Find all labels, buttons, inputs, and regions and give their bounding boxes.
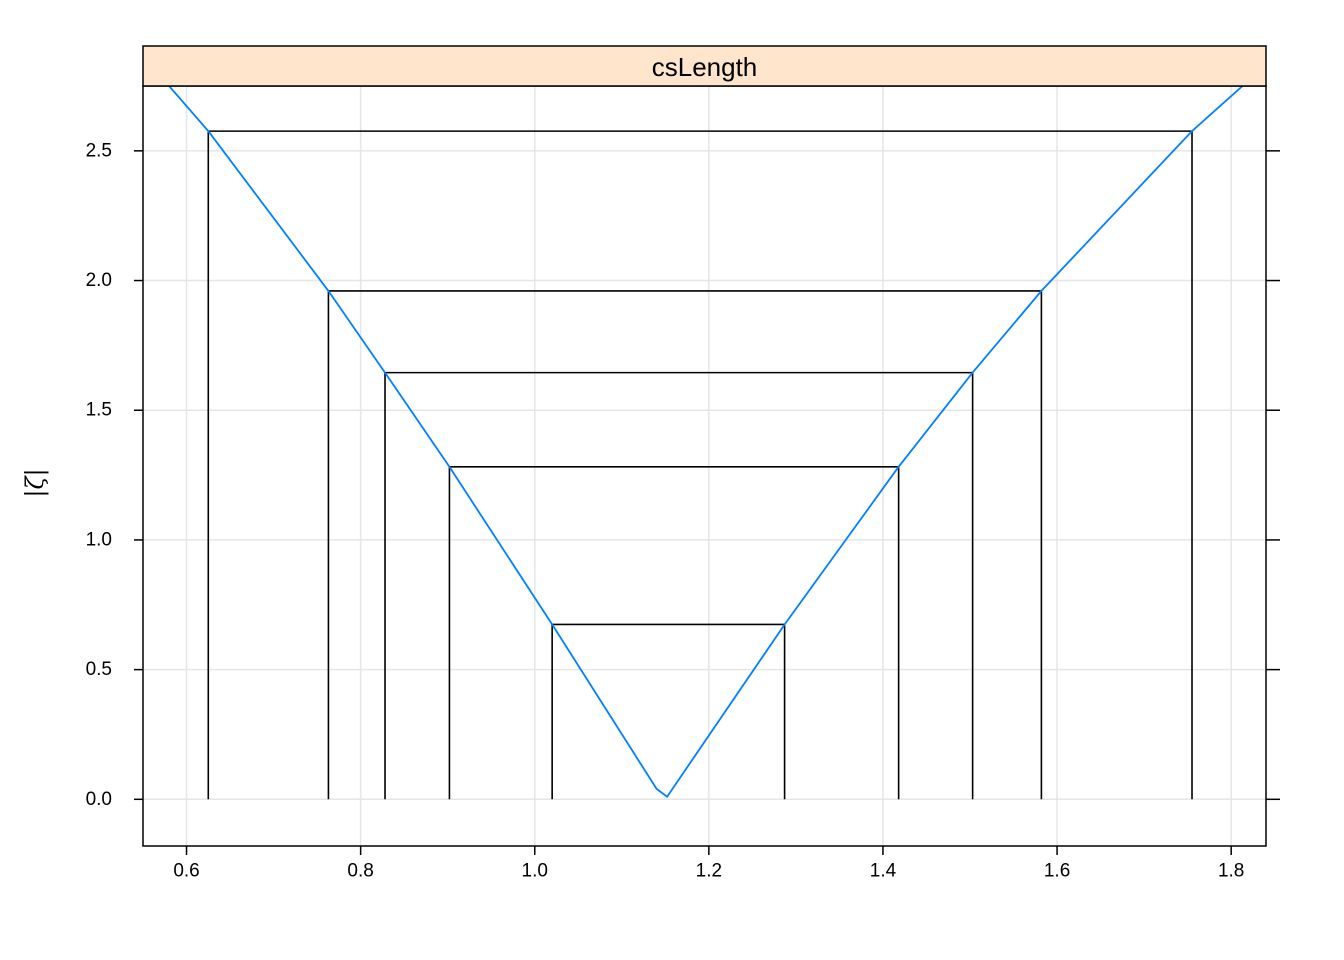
interval-lines: [207, 130, 1193, 800]
y-tick-label: 2.0: [86, 270, 112, 291]
axes: 0.6 0.8 1.0 1.2 1.4 1.6 1.8 0.0 0.5 1.0 1.5 2.0 2.5: [86, 140, 1280, 882]
x-tick-label: 1.6: [1044, 861, 1070, 882]
y-tick-label: 0.5: [86, 659, 112, 680]
strip-label: csLength: [652, 52, 758, 82]
y-tick-label: 0.0: [86, 789, 112, 810]
profile-line: [168, 86, 1244, 798]
y-tick-label: 1.5: [86, 400, 112, 421]
y-axis-label: |ζ|: [21, 468, 50, 497]
x-tick-label: 1.0: [522, 861, 548, 882]
profile-curve: [168, 86, 1244, 798]
strip: csLength: [142, 45, 1267, 87]
x-tick-label: 1.4: [870, 861, 897, 882]
strip-background: [142, 45, 1267, 87]
x-tick-label: 0.6: [173, 861, 199, 882]
y-tick-label: 2.5: [86, 140, 112, 161]
x-tick-label: 0.8: [347, 861, 373, 882]
y-tick-label: 1.0: [86, 529, 112, 550]
x-tick-label: 1.8: [1218, 861, 1244, 882]
x-tick-label: 1.2: [696, 861, 722, 882]
